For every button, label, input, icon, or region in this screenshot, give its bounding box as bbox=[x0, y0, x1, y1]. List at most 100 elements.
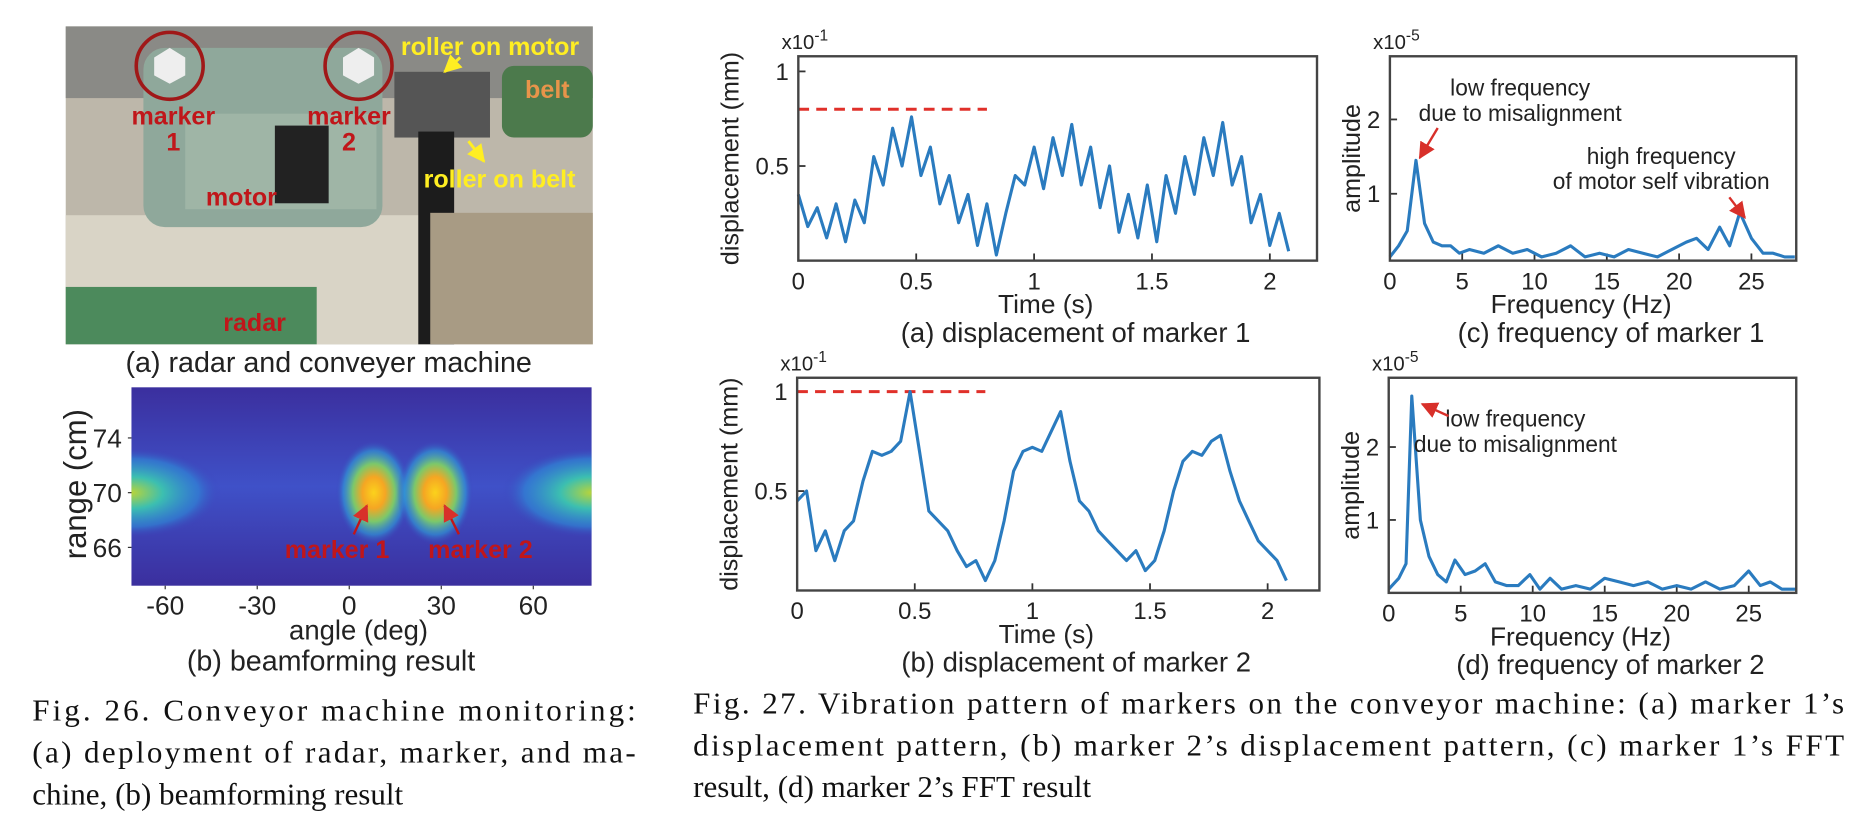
x-tick-label: 1 bbox=[1027, 268, 1040, 295]
x-axis-label: Time (s) bbox=[998, 289, 1093, 319]
y-axis-label: displacement (mm) bbox=[717, 52, 745, 265]
annotation-arrow bbox=[1420, 402, 1449, 418]
x-tick-label: -30 bbox=[238, 590, 276, 620]
y-multiplier: x10-5 bbox=[1372, 349, 1419, 375]
data-line bbox=[1388, 158, 1795, 259]
x-tick-label: 20 bbox=[1666, 268, 1693, 295]
panel-title: (c) frequency of marker 1 bbox=[1458, 317, 1765, 348]
multiplier-exponent: -5 bbox=[1406, 28, 1420, 45]
annotation: due to misalignment bbox=[1419, 100, 1623, 126]
x-axis-label: angle (deg) bbox=[289, 614, 428, 645]
heatmap-spot bbox=[501, 447, 592, 539]
heatmap-spots bbox=[131, 440, 592, 546]
y-tick-label: 0.5 bbox=[756, 153, 789, 180]
plot-frame bbox=[797, 55, 1319, 262]
x-tick-label: 20 bbox=[1663, 601, 1690, 628]
plot-frame bbox=[1388, 55, 1798, 262]
photo-label: roller on motor bbox=[401, 33, 580, 61]
photo-label: belt bbox=[525, 76, 570, 104]
x-axis-label: Frequency (Hz) bbox=[1490, 621, 1671, 651]
annotation: marker 1 bbox=[285, 536, 390, 564]
y-tick-label: 1 bbox=[1367, 181, 1380, 208]
multiplier-exponent: -1 bbox=[813, 349, 827, 366]
y-tick-label: 1 bbox=[775, 59, 788, 86]
plot-frame bbox=[1387, 376, 1798, 595]
y-tick-label: 2 bbox=[1367, 107, 1380, 134]
y-tick-label: 2 bbox=[1366, 434, 1379, 461]
x-tick-label: 2 bbox=[1263, 268, 1276, 295]
y-tick-label: 0.5 bbox=[754, 478, 787, 505]
multiplier-base: x10 bbox=[1372, 354, 1405, 376]
multiplier-exponent: -5 bbox=[1405, 349, 1419, 366]
multiplier-base: x10 bbox=[782, 32, 815, 54]
data-line bbox=[796, 390, 1288, 583]
x-tick-label: 25 bbox=[1735, 601, 1762, 628]
caption-line: result, (d) marker 2’s FFT result bbox=[693, 769, 1091, 804]
y-axis-label: range (cm) bbox=[58, 409, 93, 559]
y-tick-label: 70 bbox=[93, 478, 122, 508]
heatmap-spot bbox=[131, 447, 222, 539]
photo-label: 1 bbox=[166, 129, 180, 157]
caption-line: chine, (b) beamforming result bbox=[32, 776, 403, 811]
y-tick-label: 74 bbox=[93, 424, 122, 454]
photo-label: radar bbox=[223, 309, 286, 337]
photo-label: marker bbox=[307, 102, 391, 130]
annotation: due to misalignment bbox=[1414, 431, 1618, 457]
data-line bbox=[1387, 394, 1797, 591]
y-tick-label: 1 bbox=[1366, 507, 1379, 534]
x-tick-label: 0 bbox=[790, 598, 803, 625]
annotation-arrow bbox=[1418, 127, 1439, 160]
annotation: of motor self vibration bbox=[1553, 168, 1770, 194]
annotation: marker 2 bbox=[428, 536, 533, 564]
x-tick-label: 25 bbox=[1738, 268, 1765, 295]
annotation: low frequency bbox=[1450, 75, 1591, 101]
y-axis-label: amplitude bbox=[1337, 431, 1365, 540]
photo-label: 2 bbox=[342, 129, 356, 157]
x-axis-label: Frequency (Hz) bbox=[1491, 289, 1672, 319]
y-axis-label: displacement (mm) bbox=[715, 378, 743, 591]
panel-title: (a) radar and conveyer machine bbox=[125, 347, 531, 379]
annotation-arrow bbox=[352, 504, 369, 535]
y-multiplier: x10-5 bbox=[1373, 28, 1420, 54]
heatmap-spot bbox=[396, 440, 474, 546]
x-tick-label: 0.5 bbox=[900, 268, 933, 295]
data-line bbox=[796, 115, 1291, 257]
multiplier-base: x10 bbox=[1373, 32, 1406, 54]
y-tick-label: 66 bbox=[93, 533, 122, 563]
x-tick-label: 0 bbox=[342, 590, 357, 620]
photo: marker 1 marker 2 roller on motor belt r… bbox=[65, 26, 593, 379]
multiplier-base: x10 bbox=[780, 354, 813, 376]
caption-line: displacement pattern, (b) marker 2’s dis… bbox=[693, 727, 1844, 762]
photo-label: marker bbox=[131, 102, 215, 130]
x-tick-label: 10 bbox=[1519, 601, 1546, 628]
captions: Fig. 26. Conveyor machine monitoring: (a… bbox=[32, 686, 1844, 812]
x-tick-label: -60 bbox=[146, 590, 184, 620]
x-tick-label: 15 bbox=[1594, 268, 1621, 295]
x-tick-label: 0 bbox=[1383, 268, 1396, 295]
x-tick-label: 60 bbox=[519, 590, 548, 620]
x-tick-label: 1 bbox=[1026, 598, 1039, 625]
x-tick-label: 5 bbox=[1454, 601, 1467, 628]
y-axis-label: amplitude bbox=[1338, 104, 1366, 213]
multiplier-exponent: -1 bbox=[814, 28, 828, 45]
annotation: low frequency bbox=[1445, 406, 1586, 432]
caption-line: (a) deployment of radar, marker, and ma- bbox=[32, 735, 636, 770]
photo-label: motor bbox=[206, 184, 277, 212]
panel-title: (d) frequency of marker 2 bbox=[1456, 649, 1764, 680]
annotation-arrow bbox=[443, 504, 460, 535]
annotation-arrow bbox=[1728, 196, 1746, 219]
x-tick-label: 2 bbox=[1261, 598, 1274, 625]
x-tick-label: 1.5 bbox=[1135, 268, 1168, 295]
x-tick-label: 1.5 bbox=[1133, 598, 1166, 625]
x-tick-label: 0 bbox=[792, 268, 805, 295]
x-tick-label: 30 bbox=[427, 590, 456, 620]
y-multiplier: x10-1 bbox=[782, 28, 829, 54]
x-axis-label: Time (s) bbox=[999, 619, 1094, 649]
x-tick-label: 10 bbox=[1521, 268, 1548, 295]
x-tick-label: 0.5 bbox=[898, 598, 931, 625]
panel-title: (a) displacement of marker 1 bbox=[901, 317, 1251, 348]
panel-title: (b) displacement of marker 2 bbox=[901, 647, 1251, 678]
x-tick-label: 5 bbox=[1456, 268, 1469, 295]
y-multiplier: x10-1 bbox=[780, 349, 827, 375]
